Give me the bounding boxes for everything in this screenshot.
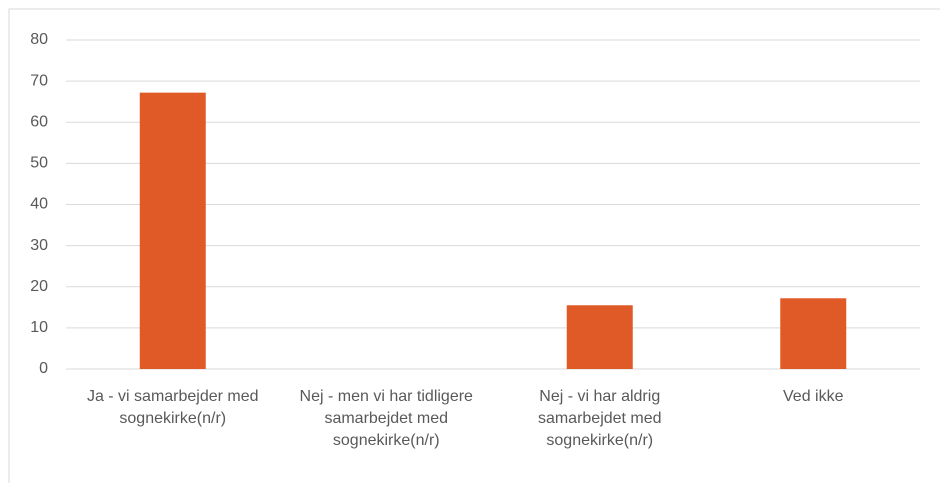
y-tick-label: 30 [30,237,48,254]
y-tick-label: 0 [39,360,48,377]
bar [566,305,633,369]
y-tick-label: 40 [30,196,48,213]
y-tick-label: 80 [30,31,48,48]
x-tick-label: Ja - vi samarbejder med sognekirke(n/r) [86,388,259,427]
y-tick-label: 20 [30,278,48,295]
x-tick-label: Ved ikke [783,388,844,405]
y-tick-label: 70 [30,72,48,89]
x-tick-label: Nej - vi har aldrig samarbejdet med sogn… [537,388,662,449]
y-tick-label: 10 [30,319,48,336]
y-tick-label: 60 [30,113,48,130]
bar [139,92,206,369]
chart-border [8,8,940,483]
y-tick-label: 50 [30,155,48,172]
bar [780,298,847,369]
x-tick-label: Nej - men vi har tidligere samarbejdet m… [299,388,473,449]
